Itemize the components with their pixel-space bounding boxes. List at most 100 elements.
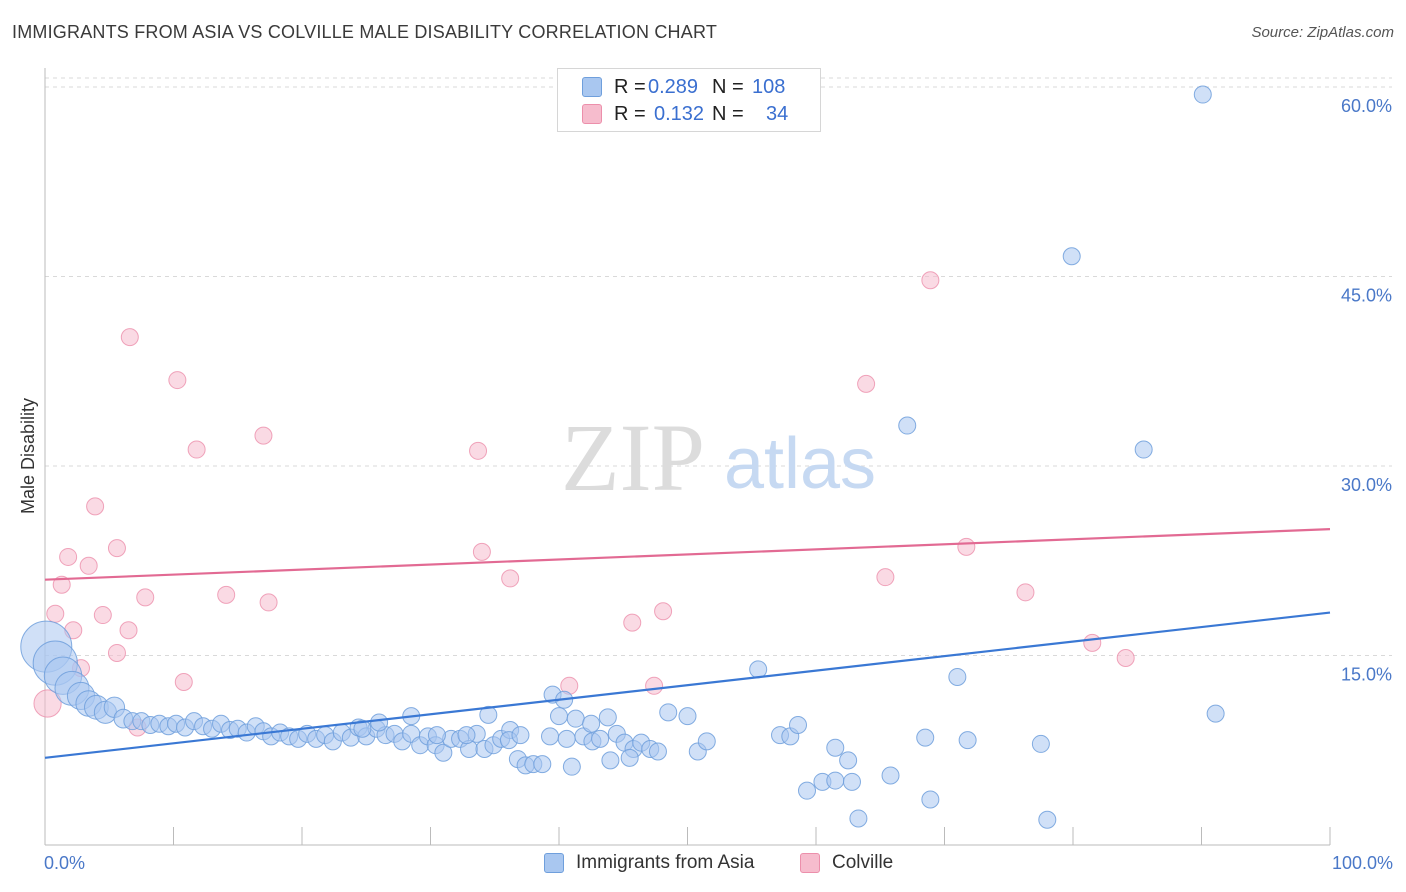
n-label: N = xyxy=(712,75,744,98)
axis-labels: 15.0% 30.0% 45.0% 60.0% 0.0% 100.0% Male Disab… xyxy=(18,96,1393,873)
watermark: ZIP atlas xyxy=(561,404,876,511)
colville-point xyxy=(174,673,193,692)
asia-point xyxy=(598,708,617,727)
asia-point xyxy=(353,719,372,738)
colville-point xyxy=(1116,649,1135,668)
chart-title: IMMIGRANTS FROM ASIA VS COLVILLE MALE DI… xyxy=(12,22,718,42)
asia-points xyxy=(20,85,1225,829)
source-label: Source: ZipAtlas.com xyxy=(1251,24,1394,41)
colville-point xyxy=(217,585,236,604)
asia-point xyxy=(1038,810,1057,829)
asia-point xyxy=(948,667,967,686)
asia-point xyxy=(557,729,576,748)
colville-point xyxy=(876,568,895,587)
colville-points xyxy=(33,271,1135,737)
asia-point xyxy=(370,713,389,732)
asia-point xyxy=(1031,734,1050,753)
y-tick-label: 15.0% xyxy=(1341,664,1392,684)
asia-point xyxy=(678,707,697,726)
asia-point xyxy=(1206,704,1225,723)
trend-lines xyxy=(44,528,1331,759)
colville-legend-label: Colville xyxy=(832,852,894,873)
legend-row-colville: R = 0.132 N = 34 xyxy=(582,102,788,126)
colville-point xyxy=(46,604,65,623)
asia-point xyxy=(798,781,817,800)
legend-item-colville[interactable]: Colville xyxy=(800,852,893,874)
colville-point xyxy=(59,547,78,566)
colville-point xyxy=(857,374,876,393)
asia-point xyxy=(620,748,639,767)
colville-point xyxy=(645,676,664,695)
colville-point xyxy=(254,426,273,445)
asia-point xyxy=(457,726,476,745)
asia-legend-swatch xyxy=(544,853,564,873)
y-tick-label: 60.0% xyxy=(1341,96,1392,116)
colville-point xyxy=(86,497,105,516)
colville-point xyxy=(107,539,126,558)
r-value: 0.132 xyxy=(654,102,705,125)
asia-point xyxy=(881,766,900,785)
colville-point xyxy=(107,643,126,662)
colville-point xyxy=(136,588,155,607)
colville-point xyxy=(1016,583,1035,602)
asia-point xyxy=(749,660,768,679)
colville-point xyxy=(33,689,62,718)
asia-point xyxy=(591,729,610,748)
series-legend: Immigrants from Asia Colville xyxy=(0,852,1406,878)
colville-point xyxy=(79,556,98,575)
y-tick-label: 45.0% xyxy=(1341,285,1392,305)
colville-point xyxy=(654,602,673,621)
asia-point xyxy=(541,727,560,746)
y-axis-title: Male Disability xyxy=(18,398,38,514)
asia-point xyxy=(582,714,601,733)
colville-point xyxy=(120,328,139,347)
colville-point xyxy=(501,569,520,588)
r-label: R = xyxy=(614,75,646,98)
colville-point xyxy=(119,621,138,640)
colville-point xyxy=(93,606,112,625)
asia-point xyxy=(849,809,868,828)
asia-point xyxy=(826,771,845,790)
x-tick-label-min: 0.0% xyxy=(44,853,85,873)
r-label: R = xyxy=(614,102,646,125)
asia-point xyxy=(566,709,585,728)
r-value: 0.289 xyxy=(648,75,699,98)
asia-point xyxy=(550,707,568,726)
asia-point xyxy=(648,742,667,761)
asia-point xyxy=(427,726,446,745)
grid-lines xyxy=(45,77,1392,656)
asia-point xyxy=(533,755,552,774)
watermark-zip: ZIP xyxy=(561,404,705,511)
stats-legend: R = 0.289 N = 108 R = 0.132 N = 34 xyxy=(557,68,821,132)
asia-point xyxy=(842,772,861,791)
n-label: N = xyxy=(712,102,744,125)
x-tick-label-max: 100.0% xyxy=(1332,853,1393,873)
n-value: 108 xyxy=(752,75,786,98)
asia-point xyxy=(839,751,858,770)
colville-point xyxy=(168,371,187,390)
asia-point xyxy=(921,790,940,809)
colville-point xyxy=(1083,633,1102,652)
asia-point xyxy=(601,751,620,770)
asia-legend-label: Immigrants from Asia xyxy=(576,852,755,873)
asia-point xyxy=(916,728,935,747)
colville-swatch xyxy=(582,104,602,124)
legend-item-asia[interactable]: Immigrants from Asia xyxy=(544,852,754,874)
n-value: 34 xyxy=(766,102,789,125)
asia-point xyxy=(659,703,678,722)
asia-point xyxy=(958,731,977,750)
colville-point xyxy=(957,537,976,556)
colville-legend-swatch xyxy=(800,853,820,873)
asia-point xyxy=(562,757,581,776)
asia-point xyxy=(1134,440,1153,459)
asia-point xyxy=(511,726,530,745)
asia-point xyxy=(1062,247,1081,266)
asia-point xyxy=(898,416,917,435)
asia-point xyxy=(826,738,845,757)
colville-point xyxy=(259,593,278,612)
legend-row-asia: R = 0.289 N = 108 xyxy=(582,75,785,99)
asia-point xyxy=(789,715,808,734)
asia-point xyxy=(434,743,453,762)
asia-point xyxy=(697,732,716,751)
